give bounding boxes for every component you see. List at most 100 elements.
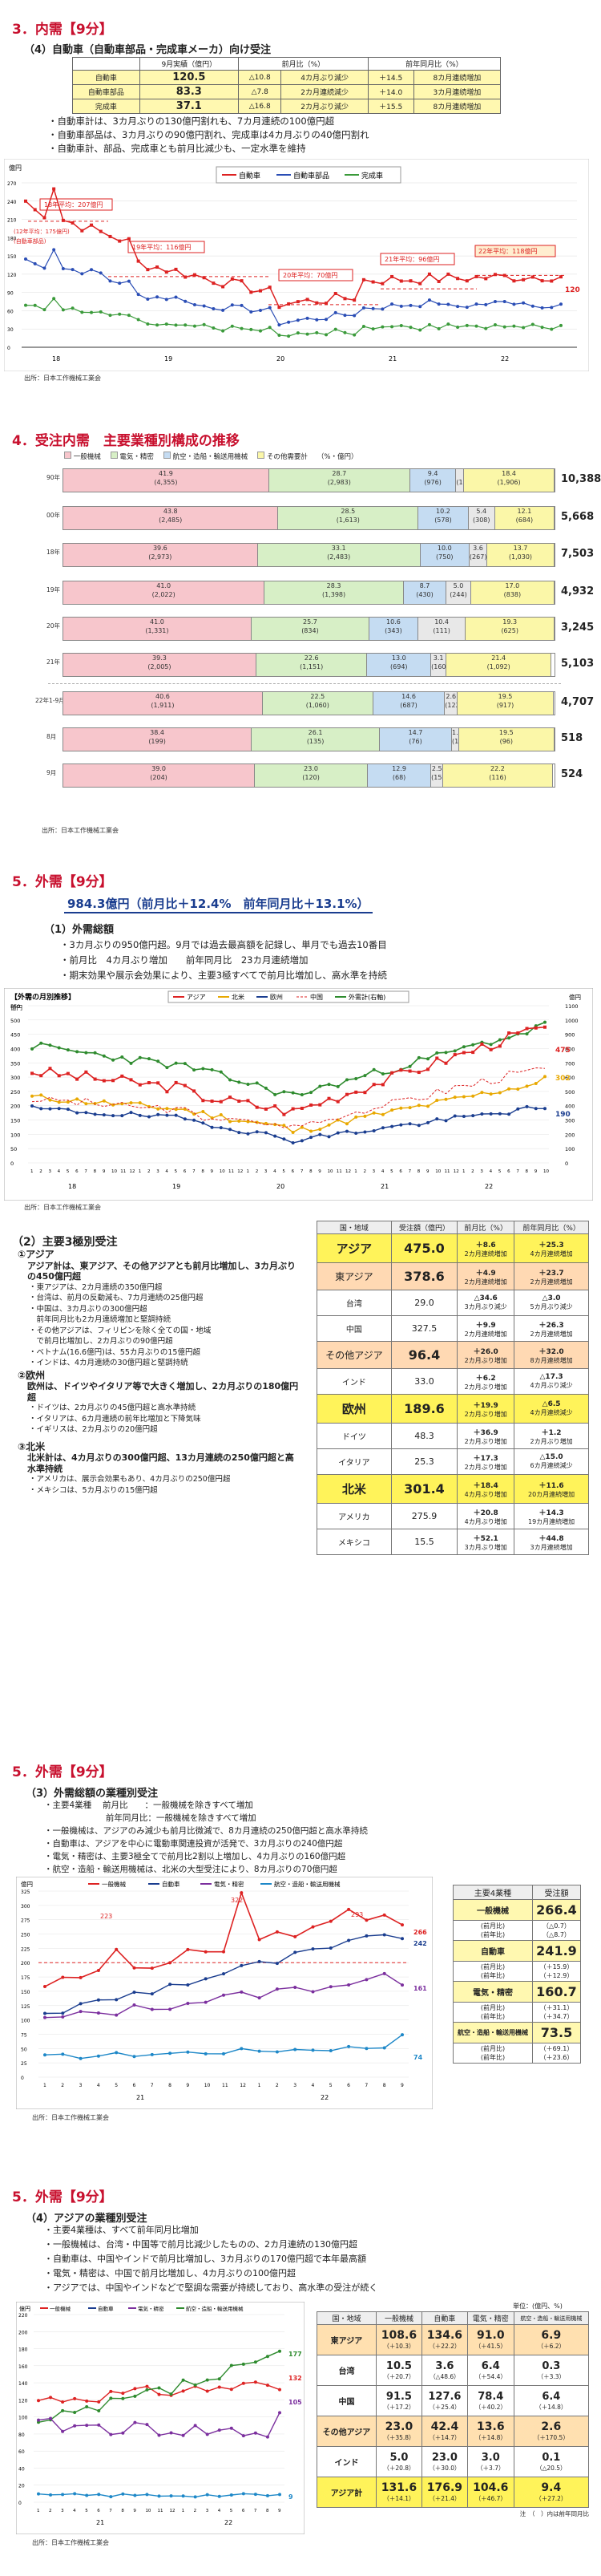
series-na-point	[318, 1128, 322, 1132]
source: 出所：日本工作機械工業会	[42, 827, 119, 834]
series-asia-point	[417, 1071, 421, 1075]
cell: ＋17.3 2カ月ぶり増加	[457, 1448, 515, 1475]
row-total: 4,707	[561, 696, 595, 708]
segment: 10.2 (578)	[418, 507, 469, 529]
series-parts-point	[456, 305, 460, 309]
tick: 40	[18, 2466, 25, 2472]
cell: 自動車	[453, 1940, 533, 1962]
bullet: ・電気・精密は、主要3極全てで前月比2割以上増加し、4カ月ぶりの160億円超	[44, 1852, 346, 1861]
month-tick: 12	[240, 2083, 246, 2088]
subtitle-asia-industry: （4）アジアの業種別受注	[26, 2213, 147, 2225]
legend-auto: 自動車	[239, 171, 260, 180]
series-asia-point	[93, 1077, 97, 1081]
tick-right: 0	[565, 1160, 568, 1167]
series-parts-point	[371, 306, 375, 310]
industry-row: 自動車 241.9	[453, 1940, 582, 1962]
series-general-point	[329, 1919, 333, 1923]
cell: ＋6.2 2カ月ぶり増加	[457, 1368, 515, 1395]
month-tick: 8	[526, 1169, 529, 1174]
series-aviation-point	[329, 2048, 333, 2052]
series-complete-point	[268, 326, 272, 330]
series-na-point	[48, 1098, 52, 1102]
month-tick: 8	[266, 2509, 269, 2513]
month-tick: 6	[97, 2509, 100, 2513]
subtitle-auto: （4）自動車（自動車部品・完成車メーカ）向け受注	[24, 44, 272, 56]
series-auto-point	[73, 2410, 77, 2414]
series-total-point	[507, 1036, 511, 1040]
row-label: 90年	[46, 474, 61, 481]
series-eu-point	[165, 1113, 169, 1117]
segment: 19.5 (917)	[458, 692, 554, 715]
series-total-point	[417, 1055, 421, 1059]
series-complete-point	[108, 314, 112, 318]
tick: 0	[18, 2501, 22, 2506]
series-aviation-point	[79, 2056, 83, 2060]
series-general-point	[222, 1950, 225, 1954]
li: ・インドは、4カ月連続の30億円超と堅調持続	[29, 1359, 188, 1367]
note-19: 19年平均：116億円	[132, 243, 191, 251]
bullet: ・自動車計は、3カ月ぶりの130億円割れも、7カ月連続の100億円超	[48, 115, 335, 127]
series-electric-point	[241, 2434, 245, 2438]
cell: その他アジア	[317, 2416, 377, 2447]
month-tick: 8	[383, 2083, 386, 2088]
th: 前年同月比（%）	[514, 1221, 589, 1234]
end-asia: 475	[555, 1047, 571, 1055]
cell: 15.5	[390, 1529, 458, 1555]
month-tick: 6	[242, 2509, 245, 2513]
segment: 3.6 (267)	[469, 544, 487, 566]
series-eu-point	[192, 1118, 196, 1122]
series-general-point	[293, 1934, 297, 1938]
cell: ＋9.9 2カ月連続増加	[457, 1315, 515, 1342]
series-asia-point	[201, 1099, 205, 1103]
eu-summary: 欧州は、ドイツやイタリア等で大きく増加し、2カ月ぶりの180億円超	[27, 1381, 299, 1403]
month-tick: 12	[130, 1169, 135, 1174]
y-unit: 億円	[19, 2305, 30, 2312]
series-na-point	[336, 1118, 340, 1122]
cell: 6.4 （＋14.8）	[513, 2385, 590, 2416]
series-auto-point	[540, 279, 544, 283]
month-tick: 7	[254, 2509, 257, 2513]
series-total-point	[156, 1059, 160, 1063]
tick: 50	[21, 2047, 27, 2052]
cell: （＋31.1） （＋34.7）	[531, 2002, 582, 2023]
series-auto-point	[502, 273, 506, 277]
series-asia-point	[228, 1096, 232, 1100]
tick-right: 700	[565, 1060, 575, 1067]
series-parts-point	[127, 279, 131, 283]
note-22: 22年平均：118億円	[478, 247, 537, 255]
tick: 100	[21, 2019, 30, 2024]
month-tick: 3	[48, 1169, 51, 1174]
series-asia-point	[165, 1090, 169, 1094]
series-auto-point	[181, 2378, 185, 2382]
series-electric-point	[150, 2007, 154, 2011]
series-electric-point	[145, 2423, 149, 2427]
series-general-point	[79, 1975, 83, 1979]
month-tick: 11	[222, 2083, 228, 2088]
series-asia-point	[507, 1031, 511, 1035]
end: 9	[288, 2493, 293, 2501]
callout: 322	[231, 1897, 243, 1904]
series-complete-point	[540, 326, 544, 330]
series-complete-point	[174, 323, 178, 327]
row-label: 00年	[46, 512, 61, 519]
series-asia-point	[345, 1092, 349, 1096]
series-asia-point	[426, 1067, 430, 1071]
series-total	[31, 1021, 546, 1096]
callout: 293	[351, 1911, 363, 1918]
tick-right: 900	[565, 1032, 575, 1039]
auto-chart: 億円 0 30 60 90 120 150 180 210 240 270 自動車 自動車部品 完…	[4, 159, 589, 371]
series-parts-point	[512, 302, 516, 306]
series-auto-point	[249, 290, 253, 294]
series-auto-point	[136, 259, 140, 263]
month-tick: 7	[84, 1169, 87, 1174]
end: 132	[288, 2375, 302, 2382]
month-tick: 11	[228, 1169, 234, 1174]
cell: 4カ月ぶり減少	[280, 70, 369, 85]
series-asia-point	[390, 1071, 394, 1075]
series-total-point	[246, 1082, 250, 1086]
series-total-point	[273, 1092, 277, 1096]
series-electric-point	[347, 1983, 351, 1987]
legend-na: 北米	[232, 993, 244, 1001]
row-total: 3,245	[561, 622, 595, 634]
series-aviation-point	[193, 2495, 197, 2499]
